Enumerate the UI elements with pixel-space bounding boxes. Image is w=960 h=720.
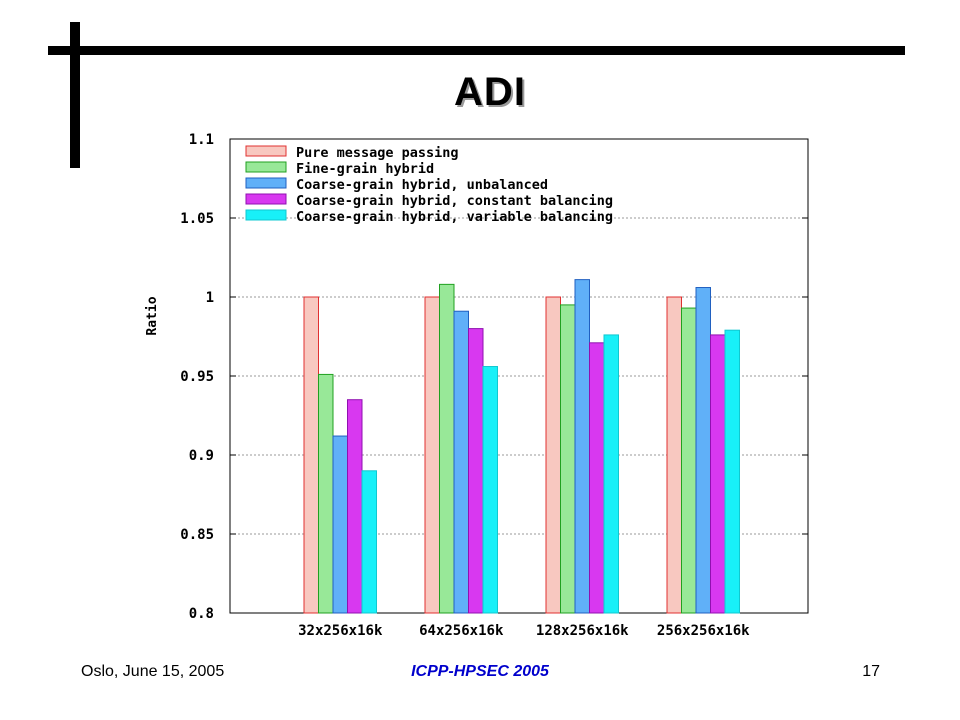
legend-label: Coarse-grain hybrid, variable balancing	[296, 209, 613, 225]
decorative-vertical-bar	[70, 22, 80, 168]
legend-label: Pure message passing	[296, 145, 459, 161]
y-tick-label: 1	[206, 290, 214, 306]
bar	[666, 296, 682, 614]
bar	[347, 399, 363, 614]
y-tick-label: 0.9	[189, 448, 214, 464]
x-tick-label: 64x256x16k	[419, 623, 504, 639]
legend-swatch	[245, 209, 287, 221]
y-tick-label: 0.95	[180, 369, 214, 385]
legend-swatch	[245, 193, 287, 205]
footer-page-number: 17	[862, 663, 880, 680]
bar	[482, 366, 498, 614]
footer-conference: ICPP-HPSEC 2005	[411, 663, 549, 680]
bar	[681, 307, 697, 614]
y-tick-label: 0.85	[180, 527, 214, 543]
y-tick-label: 1.1	[189, 132, 214, 148]
footer-location-date: Oslo, June 15, 2005	[81, 663, 225, 680]
bar	[453, 310, 469, 614]
bar	[560, 304, 576, 614]
bar	[695, 287, 711, 614]
slide-title: ADI	[454, 70, 526, 114]
bar	[439, 283, 455, 614]
bar	[303, 296, 319, 614]
bar	[724, 329, 740, 614]
bar	[603, 334, 619, 614]
bar	[468, 328, 484, 614]
y-tick-label: 0.8	[189, 606, 214, 622]
x-tick-label: 128x256x16k	[536, 623, 629, 639]
bar	[710, 334, 726, 614]
bar	[574, 279, 590, 614]
x-tick-label: 32x256x16k	[298, 623, 383, 639]
bar	[424, 296, 440, 614]
decorative-horizontal-bar	[48, 46, 905, 55]
y-tick-label: 1.05	[180, 211, 214, 227]
bar	[361, 470, 377, 614]
bar	[332, 435, 348, 614]
legend-swatch	[245, 145, 287, 157]
x-tick-label: 256x256x16k	[657, 623, 750, 639]
bar	[545, 296, 561, 614]
legend-label: Coarse-grain hybrid, unbalanced	[296, 177, 548, 193]
legend-swatch	[245, 177, 287, 189]
bar	[318, 373, 334, 614]
legend-label: Fine-grain hybrid	[296, 161, 434, 177]
legend-swatch	[245, 161, 287, 173]
legend-label: Coarse-grain hybrid, constant balancing	[296, 193, 613, 209]
bar	[589, 342, 605, 614]
y-axis-label: Ratio	[145, 296, 160, 335]
